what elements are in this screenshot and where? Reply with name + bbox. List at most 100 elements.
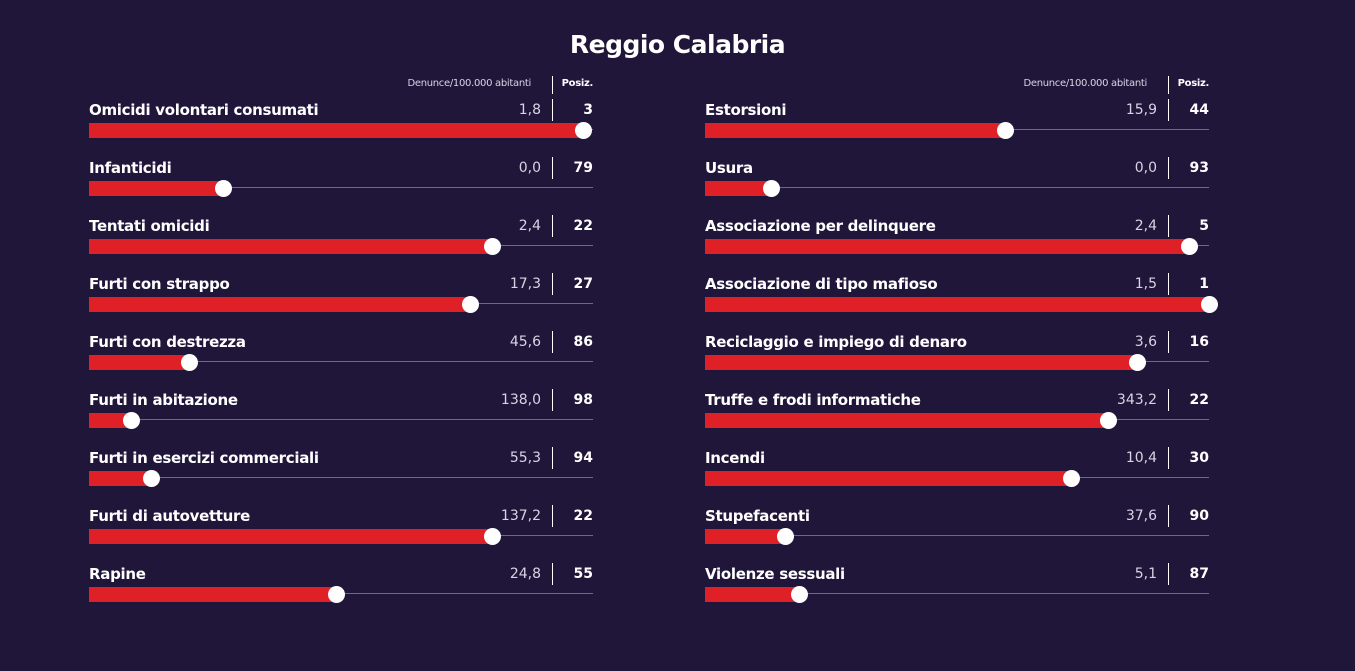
value-separator: [552, 505, 553, 527]
crime-label: Tentati omicidi: [89, 217, 210, 235]
rank-value: 98: [573, 392, 593, 408]
crime-row: Tentati omicidi 2,4 22: [89, 210, 593, 268]
rank-value: 5: [1199, 218, 1209, 234]
bar-fill: [89, 471, 151, 486]
value-separator: [552, 157, 553, 179]
bar-track: [705, 593, 1209, 594]
header-separator: [1168, 76, 1169, 94]
bar-knob: [791, 586, 808, 603]
rate-value: 137,2: [500, 508, 541, 524]
bar-knob: [575, 122, 592, 139]
crime-row: Furti di autovetture 137,2 22: [89, 500, 593, 558]
bar-knob: [484, 238, 501, 255]
value-separator: [552, 389, 553, 411]
crime-label: Incendi: [705, 449, 765, 467]
value-separator: [552, 563, 553, 585]
bar-fill: [705, 471, 1071, 486]
crime-row: Associazione di tipo mafioso 1,5 1: [705, 268, 1218, 326]
rank-value: 16: [1189, 334, 1209, 350]
rate-value: 1,5: [1134, 276, 1157, 292]
rank-value: 90: [1189, 508, 1209, 524]
value-separator: [552, 447, 553, 469]
bar-fill: [89, 181, 223, 196]
rate-value: 5,1: [1134, 566, 1157, 582]
crime-label: Associazione di tipo mafioso: [705, 275, 938, 293]
rate-value: 55,3: [509, 450, 541, 466]
bar-knob: [1201, 296, 1218, 313]
bar-fill: [89, 123, 583, 138]
crime-row: Rapine 24,8 55: [89, 558, 593, 616]
crime-row: Furti con destrezza 45,6 86: [89, 326, 593, 384]
rate-value: 2,4: [518, 218, 541, 234]
rows-left: Omicidi volontari consumati 1,8 3 Infantici…: [89, 94, 593, 616]
left-column: Denunce/100.000 abitanti Posiz. Omicidi …: [89, 76, 593, 616]
value-separator: [1168, 389, 1169, 411]
bar-knob: [181, 354, 198, 371]
rate-value: 10,4: [1125, 450, 1157, 466]
bar-knob: [1100, 412, 1117, 429]
crime-label: Usura: [705, 159, 753, 177]
rate-value: 2,4: [1134, 218, 1157, 234]
value-separator: [1168, 505, 1169, 527]
value-separator: [1168, 331, 1169, 353]
bar-knob: [777, 528, 794, 545]
value-separator: [552, 331, 553, 353]
crime-label: Furti in esercizi commerciali: [89, 449, 319, 467]
bar-knob: [328, 586, 345, 603]
crime-row: Omicidi volontari consumati 1,8 3: [89, 94, 593, 152]
crime-row: Furti in abitazione 138,0 98: [89, 384, 593, 442]
rank-value: 94: [573, 450, 593, 466]
bar-fill: [89, 587, 336, 602]
bar-track: [89, 361, 593, 362]
rows-right: Estorsioni 15,9 44 Usura 0,0 93 Associazione p…: [705, 94, 1218, 616]
bar-fill: [89, 413, 131, 428]
bar-track: [705, 535, 1209, 536]
crime-label: Furti in abitazione: [89, 391, 238, 409]
value-separator: [1168, 99, 1169, 121]
bar-fill: [89, 297, 470, 312]
rate-value: 138,0: [500, 392, 541, 408]
rank-value: 22: [573, 218, 593, 234]
rate-value: 343,2: [1116, 392, 1157, 408]
value-separator: [1168, 447, 1169, 469]
rank-value: 22: [1189, 392, 1209, 408]
crime-label: Reciclaggio e impiego di denaro: [705, 333, 967, 351]
crime-row: Violenze sessuali 5,1 87: [705, 558, 1209, 616]
rate-value: 17,3: [509, 276, 541, 292]
value-header: Denunce/100.000 abitanti: [1023, 78, 1147, 89]
rank-value: 86: [573, 334, 593, 350]
crime-label: Stupefacenti: [705, 507, 810, 525]
rate-value: 0,0: [1134, 160, 1157, 176]
value-separator: [1168, 215, 1169, 237]
right-column: Denunce/100.000 abitanti Posiz. Estorsio…: [705, 76, 1218, 616]
rank-value: 79: [573, 160, 593, 176]
rank-value: 22: [573, 508, 593, 524]
value-separator: [552, 215, 553, 237]
rank-value: 27: [573, 276, 593, 292]
rank-header: Posiz.: [561, 78, 594, 89]
bar-fill: [705, 297, 1209, 312]
bar-track: [89, 419, 593, 420]
rank-value: 55: [573, 566, 593, 582]
rank-value: 3: [583, 102, 593, 118]
rate-value: 15,9: [1125, 102, 1157, 118]
rank-value: 1: [1199, 276, 1209, 292]
bar-track: [89, 477, 593, 478]
rate-value: 0,0: [518, 160, 541, 176]
rate-value: 3,6: [1134, 334, 1157, 350]
bar-knob: [462, 296, 479, 313]
rank-value: 93: [1189, 160, 1209, 176]
bar-knob: [1181, 238, 1198, 255]
chart-title: Reggio Calabria: [569, 30, 786, 59]
bar-knob: [1063, 470, 1080, 487]
bar-track: [89, 187, 593, 188]
crime-row: Stupefacenti 37,6 90: [705, 500, 1209, 558]
bar-knob: [484, 528, 501, 545]
crime-row: Furti in esercizi commerciali 55,3 94: [89, 442, 593, 500]
value-separator: [552, 99, 553, 121]
value-separator: [1168, 563, 1169, 585]
crime-row: Furti con strappo 17,3 27: [89, 268, 593, 326]
crime-label: Estorsioni: [705, 101, 787, 119]
value-header: Denunce/100.000 abitanti: [407, 78, 531, 89]
column-header: Denunce/100.000 abitanti Posiz.: [89, 76, 593, 94]
